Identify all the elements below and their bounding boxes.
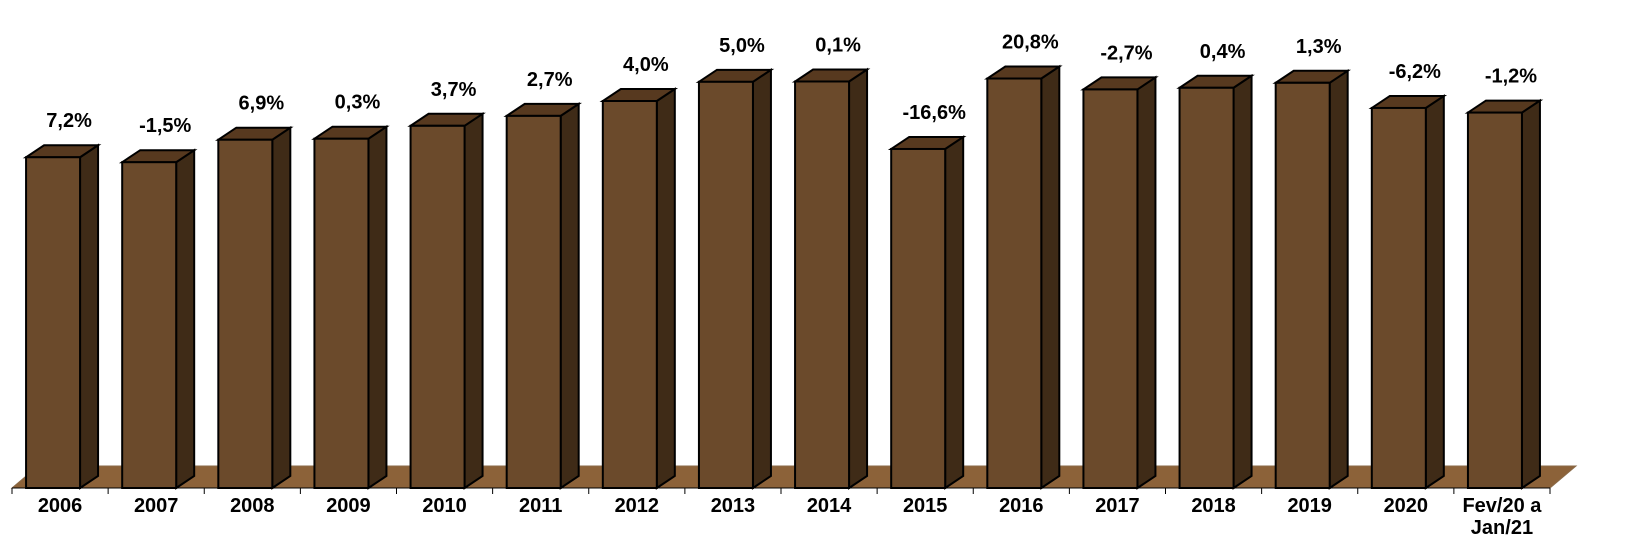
bar-front-face [601, 100, 658, 489]
bar-15 [1464, 98, 1544, 490]
x-tick-label: 2009 [326, 495, 371, 517]
data-label: 5,0% [719, 35, 765, 57]
bar-13 [1272, 68, 1351, 490]
bar-side-face [175, 148, 196, 490]
bar-side-face [944, 135, 965, 490]
bar-2 [215, 125, 294, 490]
bar-side-face [79, 143, 100, 490]
bar-front-face [217, 138, 274, 489]
x-tick-label: 2012 [615, 495, 660, 517]
data-label: -1,2% [1485, 66, 1537, 88]
bar-side-face [367, 124, 388, 490]
bar-6 [599, 87, 679, 490]
x-tick-label: 2019 [1287, 495, 1332, 517]
data-label: 2,7% [527, 69, 573, 91]
data-label: -6,2% [1389, 61, 1441, 83]
bar-5 [503, 102, 582, 490]
data-label: 7,2% [46, 110, 92, 132]
bar-front-face [1178, 86, 1235, 490]
bar-side-face [1520, 98, 1541, 490]
bar-front-face [986, 77, 1043, 489]
x-axis: 2006 2007 2008 2009 2010 2011 2012 2013 2014 2015… [11, 488, 1551, 539]
bar-front-face [25, 156, 82, 489]
bar-front-face [1274, 81, 1331, 490]
bar-side-face [655, 87, 676, 490]
x-tick-label: 2016 [999, 495, 1044, 517]
bar-front-face [1082, 88, 1139, 490]
x-tick-label: 2015 [903, 495, 948, 517]
bar-front-face [121, 161, 178, 489]
bar-0 [22, 143, 102, 490]
bar-7 [695, 67, 775, 490]
bar-front-face [313, 137, 370, 489]
bar-front-face [794, 80, 851, 489]
bar-side-face [559, 102, 580, 490]
bar-12 [1176, 73, 1255, 490]
x-tick-label: 2018 [1191, 495, 1236, 517]
x-tick-label: 2007 [134, 495, 179, 517]
bar-11 [1080, 75, 1159, 490]
data-label: -1,5% [139, 115, 191, 137]
bar-side-face [1424, 94, 1445, 490]
bar-side-face [1328, 68, 1349, 490]
x-tick-label: 2010 [422, 495, 467, 517]
bar-3 [311, 124, 390, 490]
x-tick-label: 2006 [38, 495, 83, 517]
bar-10 [984, 64, 1063, 490]
data-label: 4,0% [623, 54, 669, 76]
bar-side-face [848, 67, 869, 490]
bar-front-face [697, 80, 754, 489]
bar-front-face [505, 114, 562, 489]
data-label: 0,3% [335, 92, 381, 114]
x-tick-label: 2008 [230, 495, 275, 517]
x-tick-label: 2011 [519, 495, 562, 517]
bar-14 [1368, 94, 1448, 490]
x-tick-label: Fev/20 a Jan/21 [1462, 495, 1542, 539]
data-label: 1,3% [1296, 36, 1342, 58]
bar-4 [407, 111, 486, 490]
x-tick-label: 2013 [711, 495, 756, 517]
bar-side-face [751, 67, 772, 490]
bar-9 [887, 135, 967, 490]
x-tick-label: 2017 [1095, 495, 1140, 517]
bar-8 [791, 67, 871, 490]
data-labels: 7,2% -1,5% 6,9% 0,3% 3,7% 2,7% 4,0% 5,0% 0,1% -16… [46, 32, 1537, 138]
x-tick-label: 2014 [807, 495, 852, 517]
data-label: 0,1% [815, 34, 861, 56]
data-label: -16,6% [903, 102, 967, 124]
bar-side-face [463, 111, 484, 490]
bar-front-face [1370, 106, 1427, 489]
bar-1 [118, 148, 198, 490]
bar-front-face [1466, 111, 1523, 489]
data-label: -2,7% [1100, 42, 1152, 64]
data-label: 6,9% [239, 93, 285, 115]
bar-side-face [1040, 64, 1061, 490]
data-label: 0,4% [1200, 41, 1246, 63]
data-label: 20,8% [1002, 32, 1059, 54]
x-tick-label: 2020 [1384, 495, 1429, 517]
bar-front-face [409, 124, 466, 490]
bar-side-face [1136, 75, 1157, 490]
data-label: 3,7% [431, 79, 477, 101]
bar-side-face [271, 125, 292, 490]
bars [22, 64, 1544, 490]
bar-front-face [890, 147, 947, 489]
bar-side-face [1232, 73, 1253, 490]
